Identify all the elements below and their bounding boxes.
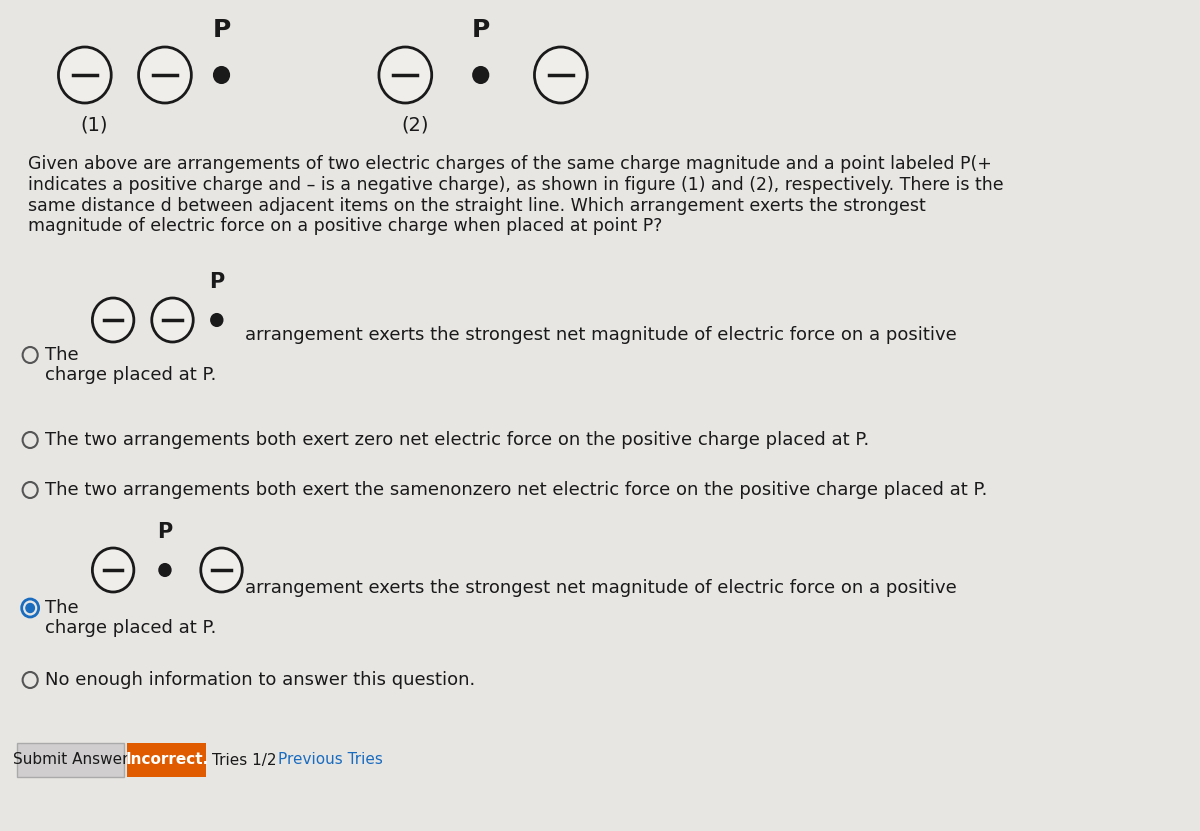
Text: The: The [46, 599, 79, 617]
Text: Incorrect.: Incorrect. [125, 753, 209, 768]
Circle shape [534, 47, 587, 103]
Circle shape [214, 67, 229, 83]
Circle shape [151, 298, 193, 342]
Circle shape [92, 548, 134, 592]
Text: Given above are arrangements of two electric charges of the same charge magnitud: Given above are arrangements of two elec… [29, 155, 1004, 235]
Circle shape [211, 314, 222, 326]
Text: Submit Answer: Submit Answer [13, 753, 128, 768]
Text: charge placed at P.: charge placed at P. [46, 619, 217, 637]
Text: charge placed at P.: charge placed at P. [46, 366, 217, 384]
Text: The two arrangements both exert the same​nonzero net electric force on the posit: The two arrangements both exert the same… [46, 481, 988, 499]
Text: Previous Tries: Previous Tries [278, 753, 383, 768]
Text: P: P [209, 272, 224, 292]
Text: P: P [157, 522, 173, 542]
Text: P: P [472, 18, 490, 42]
Text: (2): (2) [401, 116, 428, 135]
Circle shape [59, 47, 112, 103]
Circle shape [138, 47, 191, 103]
Circle shape [473, 67, 488, 83]
Circle shape [200, 548, 242, 592]
Text: No enough information to answer this question.: No enough information to answer this que… [46, 671, 475, 689]
Text: arrangement exerts the strongest net magnitude of electric force on a positive: arrangement exerts the strongest net mag… [245, 579, 956, 597]
Text: The: The [46, 346, 79, 364]
Circle shape [160, 564, 170, 576]
Circle shape [26, 603, 35, 612]
Circle shape [379, 47, 432, 103]
Text: arrangement exerts the strongest net magnitude of electric force on a positive: arrangement exerts the strongest net mag… [245, 326, 956, 344]
Text: The two arrangements both exert zero net electric force on the positive charge p: The two arrangements both exert zero net… [46, 431, 870, 449]
Circle shape [92, 298, 134, 342]
Text: Tries 1/2: Tries 1/2 [212, 753, 276, 768]
Text: P: P [212, 18, 230, 42]
Text: (1): (1) [80, 116, 108, 135]
FancyBboxPatch shape [127, 743, 206, 777]
FancyBboxPatch shape [17, 743, 125, 777]
